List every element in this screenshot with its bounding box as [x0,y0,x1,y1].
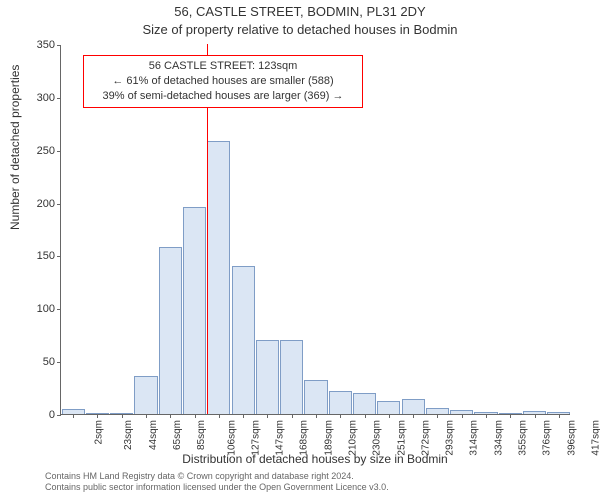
x-tick-mark [389,414,390,418]
x-tick-mark [486,414,487,418]
footer-attribution: Contains HM Land Registry data © Crown c… [45,471,389,494]
x-tick-label: 210sqm [348,420,359,456]
x-tick-label: 189sqm [323,420,334,456]
x-tick-label: 417sqm [590,420,600,456]
x-tick-mark [535,414,536,418]
x-tick-mark [340,414,341,418]
histogram-bar [232,266,255,414]
x-tick-label: 44sqm [148,420,159,450]
y-tick-mark [57,362,61,363]
x-tick-label: 85sqm [196,420,207,450]
histogram-bar [159,247,182,414]
chart-title-main: 56, CASTLE STREET, BODMIN, PL31 2DY [0,4,600,19]
y-tick-label: 350 [37,39,55,51]
x-tick-label: 396sqm [566,420,577,456]
x-tick-label: 376sqm [542,420,553,456]
histogram-bar [134,376,157,414]
x-tick-mark [316,414,317,418]
x-tick-mark [243,414,244,418]
y-tick-mark [57,45,61,46]
histogram-bar [329,391,352,414]
x-tick-mark [365,414,366,418]
info-line-2: ← 61% of detached houses are smaller (58… [90,74,356,89]
x-tick-label: 106sqm [226,420,237,456]
y-tick-label: 50 [43,356,55,368]
x-tick-label: 65sqm [172,420,183,450]
x-tick-mark [267,414,268,418]
footer-line-2: Contains public sector information licen… [45,482,389,494]
y-tick-mark [57,256,61,257]
x-tick-mark [73,414,74,418]
histogram-bar [353,393,376,414]
x-tick-mark [219,414,220,418]
x-tick-label: 272sqm [420,420,431,456]
x-tick-label: 334sqm [493,420,504,456]
y-tick-label: 150 [37,250,55,262]
y-tick-label: 100 [37,303,55,315]
histogram-bar [207,141,230,414]
y-tick-mark [57,415,61,416]
y-tick-mark [57,151,61,152]
x-tick-mark [97,414,98,418]
histogram-bar [402,399,425,414]
info-box: 56 CASTLE STREET: 123sqm ← 61% of detach… [83,55,363,108]
x-tick-mark [437,414,438,418]
x-tick-label: 293sqm [445,420,456,456]
chart-container: 56, CASTLE STREET, BODMIN, PL31 2DY Size… [0,0,600,500]
histogram-bar [256,340,279,414]
y-tick-label: 200 [37,198,55,210]
x-tick-mark [559,414,560,418]
y-tick-label: 300 [37,92,55,104]
histogram-bar [280,340,303,414]
x-tick-label: 314sqm [469,420,480,456]
y-tick-mark [57,98,61,99]
footer-line-1: Contains HM Land Registry data © Crown c… [45,471,389,483]
x-tick-mark [510,414,511,418]
histogram-bar [183,207,206,414]
x-tick-mark [292,414,293,418]
x-tick-label: 2sqm [94,420,105,444]
x-tick-label: 147sqm [275,420,286,456]
x-tick-mark [122,414,123,418]
y-tick-label: 250 [37,145,55,157]
x-tick-label: 355sqm [518,420,529,456]
x-tick-mark [413,414,414,418]
y-tick-mark [57,309,61,310]
x-tick-label: 23sqm [123,420,134,450]
x-axis-label: Distribution of detached houses by size … [60,452,570,466]
y-tick-mark [57,204,61,205]
x-tick-mark [195,414,196,418]
histogram-bar [304,380,327,414]
x-tick-mark [462,414,463,418]
x-tick-label: 251sqm [396,420,407,456]
x-tick-label: 230sqm [372,420,383,456]
info-line-1: 56 CASTLE STREET: 123sqm [90,59,356,74]
info-line-3: 39% of semi-detached houses are larger (… [90,89,356,104]
x-tick-label: 127sqm [250,420,261,456]
y-tick-label: 0 [49,409,55,421]
y-axis-label: Number of detached properties [8,65,22,230]
x-tick-mark [146,414,147,418]
chart-title-sub: Size of property relative to detached ho… [0,22,600,37]
x-tick-label: 168sqm [299,420,310,456]
histogram-bar [377,401,400,414]
x-tick-mark [170,414,171,418]
